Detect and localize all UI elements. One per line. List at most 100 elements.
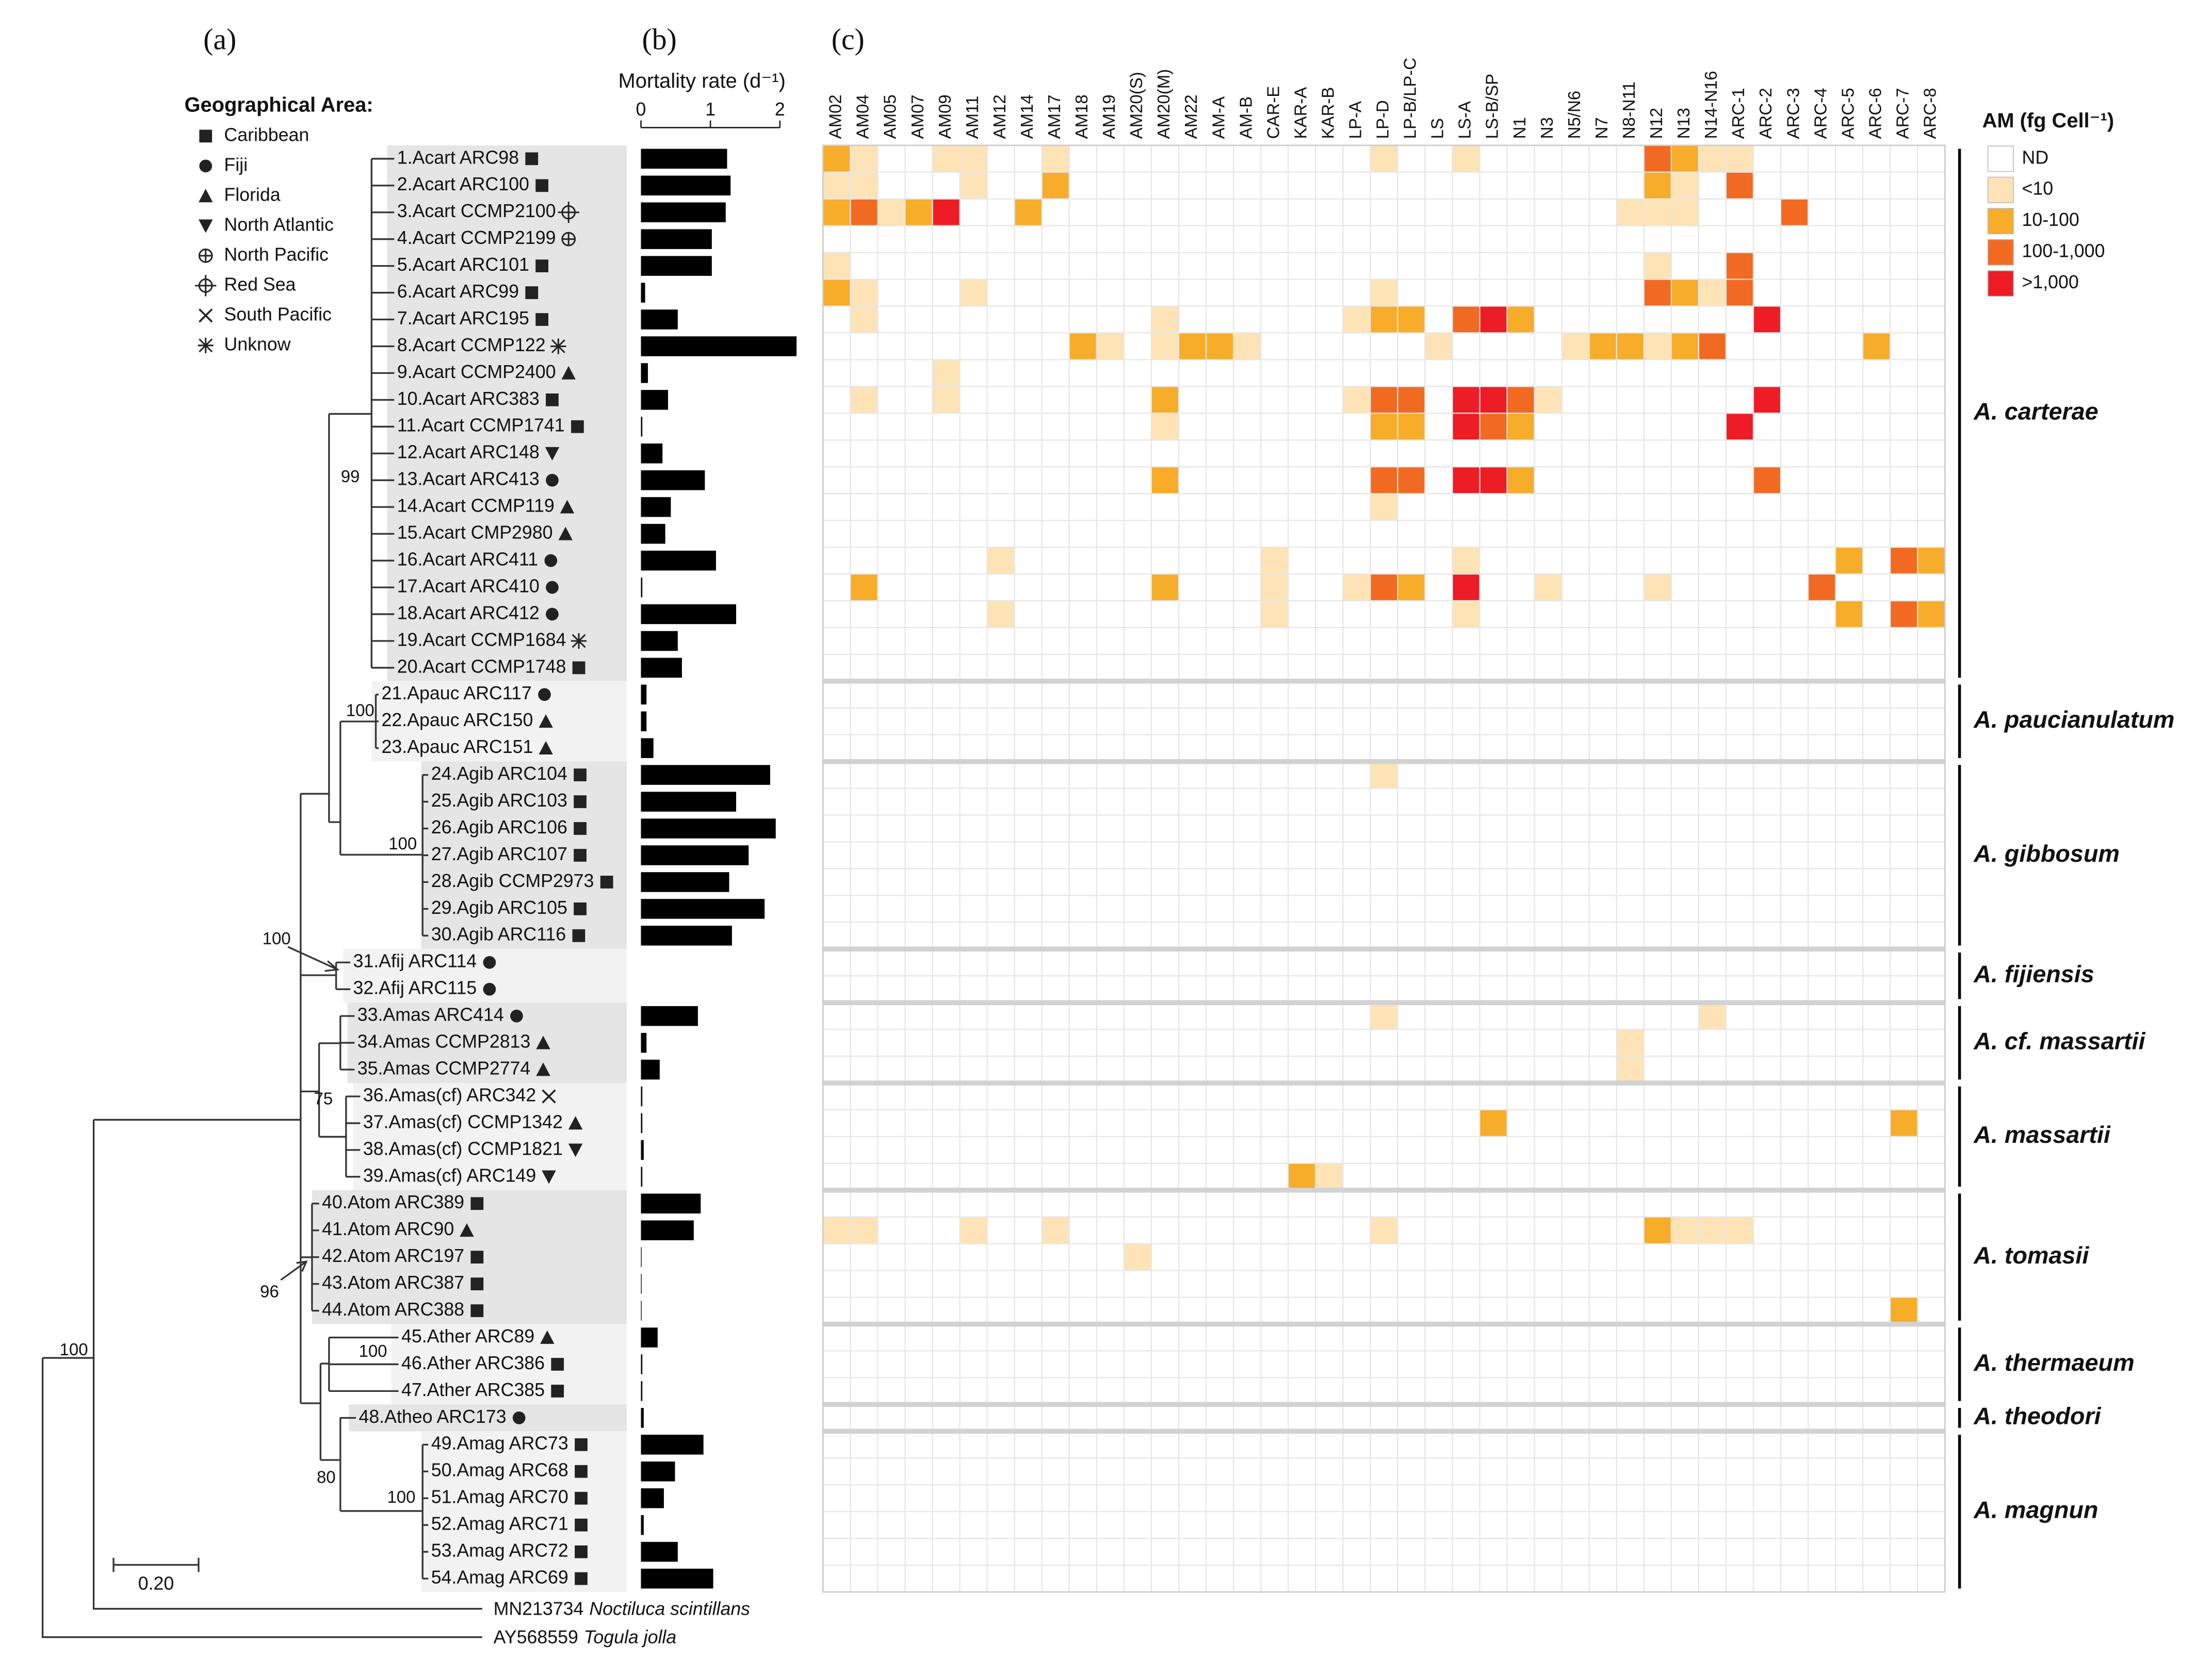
heat-cell [1370, 1511, 1398, 1539]
heat-cell [1862, 439, 1891, 468]
geo-legend-label: North Atlantic [224, 214, 333, 235]
heat-cell [1506, 278, 1535, 307]
heat-cell [1890, 948, 1918, 977]
symbol [575, 1545, 588, 1558]
heat-cell [932, 225, 961, 253]
heat-cell [959, 1109, 988, 1137]
heat-cell [1260, 627, 1289, 655]
heat-cell [1725, 761, 1754, 789]
heat-cell [1616, 868, 1645, 896]
heat-cell [1178, 841, 1207, 869]
heat-cell [1807, 520, 1836, 548]
strain-label: 52.Amag ARC71 [431, 1514, 568, 1534]
heat-cell [1752, 868, 1782, 896]
heat-cell [1424, 332, 1453, 360]
heat-cell [1178, 948, 1207, 977]
heat-cell [1096, 546, 1125, 575]
heat-cell [1588, 814, 1617, 843]
heat-cell [1041, 1538, 1070, 1566]
heat-cell [959, 707, 988, 735]
heat-cell [1780, 787, 1809, 816]
heat-cell [1698, 1029, 1727, 1057]
heat-cell [1041, 278, 1070, 307]
heat-cell [1807, 1243, 1836, 1271]
heat-cell [1397, 171, 1426, 200]
symbol [460, 1223, 474, 1237]
heat-cell [932, 600, 961, 629]
heat-cell [1479, 1484, 1508, 1513]
symbol [571, 420, 584, 433]
heat-cell [1561, 225, 1590, 253]
heat-cell [1588, 386, 1617, 414]
heat-cell [1424, 787, 1453, 816]
heat-cell [1890, 1457, 1918, 1486]
heat-cell [1670, 1029, 1699, 1057]
heat-cell [1890, 1243, 1918, 1271]
heat-cell [1807, 922, 1836, 950]
heat-cell [1561, 1243, 1590, 1271]
symbol [575, 1491, 588, 1505]
heat-cell [1452, 814, 1481, 843]
heat-cell [850, 627, 879, 655]
heat-cell [1150, 546, 1180, 575]
symbol [483, 982, 496, 996]
heat-cell [986, 278, 1015, 307]
heat-cell [1123, 493, 1152, 521]
heat-cell [1014, 761, 1043, 789]
heat-cell [822, 1029, 851, 1057]
heat-cell [1561, 252, 1590, 280]
heat-cell [877, 653, 906, 682]
heat-cell [1452, 1350, 1481, 1378]
heat-cell [1698, 761, 1727, 789]
heat-cell [1096, 1296, 1125, 1325]
support-value: 80 [317, 1467, 336, 1486]
heat-cell [1725, 278, 1754, 307]
heat-cell [1424, 1377, 1453, 1405]
heat-cell [1890, 493, 1918, 521]
heat-cell [1698, 1350, 1727, 1378]
heat-cell [1205, 413, 1234, 441]
heat-cell [1014, 1350, 1043, 1378]
heat-cell [1752, 814, 1782, 843]
heat-cell [1068, 573, 1097, 602]
heat-cell [1780, 922, 1809, 950]
heat-cell [877, 975, 906, 1004]
heat-cell [850, 761, 879, 789]
heat-cell [1890, 922, 1918, 950]
heat-cell [877, 1377, 906, 1405]
symbol [470, 1197, 484, 1210]
heat-cell [1041, 868, 1070, 896]
heat-cell [1616, 814, 1645, 843]
heat-cell [1780, 1350, 1809, 1378]
heat-cell [1342, 1136, 1371, 1164]
heat-cell [932, 546, 961, 575]
heat-cell [1725, 359, 1754, 387]
heat-cell [1041, 1029, 1070, 1057]
heat-cell [1205, 225, 1234, 253]
heat-cell [1698, 1431, 1727, 1459]
heat-cell [1123, 1002, 1152, 1030]
heat-cell [1370, 1109, 1398, 1137]
heat-cell [1588, 359, 1617, 387]
heat-cell [1588, 868, 1617, 896]
heat-cell [1014, 734, 1043, 762]
heat-cell [1534, 1002, 1563, 1030]
heat-cell [1506, 895, 1535, 923]
heat-cell [1068, 1323, 1097, 1352]
heat-cell [1616, 1484, 1645, 1513]
heat-cell [1890, 627, 1918, 655]
heat-cell [1534, 413, 1563, 441]
bar [641, 684, 647, 705]
strain-label: 5.Acart ARC101 [397, 254, 529, 275]
heat-cell [1534, 868, 1563, 896]
heat-cell [1232, 1002, 1262, 1030]
heat-cell [1616, 386, 1645, 414]
heat-cell [1068, 761, 1097, 789]
heat-cell [1725, 1216, 1754, 1244]
heat-cell [932, 787, 961, 816]
heat-cell [1205, 1002, 1234, 1030]
heat-cell [1643, 1404, 1672, 1432]
heat-cell [1506, 1270, 1535, 1298]
symbol [561, 232, 576, 247]
heat-cell [1862, 1109, 1891, 1137]
